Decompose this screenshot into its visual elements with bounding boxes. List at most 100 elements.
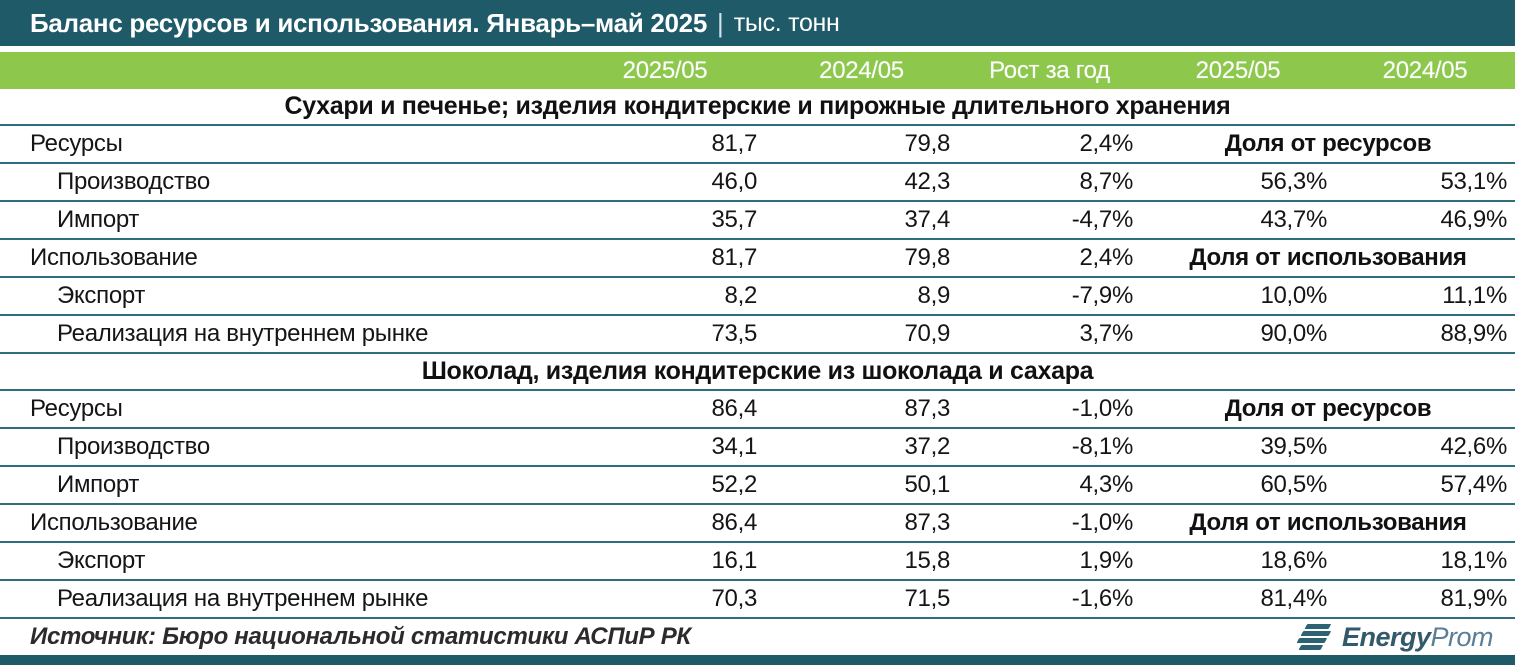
value-cell: 39,5%	[1260, 433, 1327, 460]
value-cell: 79,8	[904, 244, 950, 271]
value-cell: 37,4	[904, 206, 950, 233]
value-cell: 87,3	[904, 509, 950, 536]
value-cell: 8,7%	[1079, 168, 1133, 195]
value-cell: -1,0%	[1071, 509, 1134, 536]
value-cell: 87,3	[904, 395, 950, 422]
row-label: Импорт	[57, 471, 140, 498]
value-cell: 34,1	[711, 433, 757, 460]
value-cell: 37,2	[904, 433, 950, 460]
row-label: Экспорт	[57, 282, 146, 309]
row-label: Ресурсы	[30, 395, 123, 422]
value-cell: 81,7	[711, 130, 757, 157]
value-cell: -4,7%	[1071, 206, 1134, 233]
bottom-accent-bar	[0, 655, 1515, 665]
value-cell: 1,9%	[1079, 547, 1133, 574]
table-row: Ресурсы 86,4 87,3 -1,0% Доля от ресурсов	[0, 391, 1515, 429]
value-cell: 43,7%	[1260, 206, 1327, 233]
title-bar: Баланс ресурсов и использования. Январь–…	[0, 0, 1515, 46]
row-label: Использование	[30, 509, 198, 536]
value-cell: 46,0	[711, 168, 757, 195]
table-row: Реализация на внутреннем рынке 70,3 71,5 -1…	[0, 581, 1515, 619]
column-header-share-2025-05: 2025/05	[1195, 56, 1281, 84]
value-cell: 53,1%	[1440, 168, 1507, 195]
share-span-label: Доля от использования	[1189, 244, 1467, 271]
table-row: Использование 81,7 79,8 2,4% Доля от использ…	[0, 240, 1515, 278]
table-row: Производство 34,1 37,2 -8,1% 39,5% 42,6%	[0, 429, 1515, 467]
page-title: Баланс ресурсов и использования. Январь–…	[30, 7, 707, 38]
value-cell: 18,1%	[1440, 547, 1507, 574]
value-cell: 52,2	[711, 471, 757, 498]
column-header-share-2024-05: 2024/05	[1382, 56, 1468, 84]
value-cell: 2,4%	[1079, 130, 1133, 157]
energyprom-logo-icon	[1294, 623, 1334, 651]
value-cell: 81,4%	[1260, 585, 1327, 612]
value-cell: 2,4%	[1079, 244, 1133, 271]
row-label: Производство	[57, 168, 210, 195]
value-cell: 86,4	[711, 395, 757, 422]
value-cell: 73,5	[711, 320, 757, 347]
table-row: Импорт 35,7 37,4 -4,7% 43,7% 46,9%	[0, 202, 1515, 240]
row-label: Экспорт	[57, 547, 146, 574]
value-cell: 35,7	[711, 206, 757, 233]
column-header-2025-05: 2025/05	[622, 56, 708, 84]
value-cell: -7,9%	[1071, 282, 1134, 309]
value-cell: 11,1%	[1442, 282, 1507, 309]
section-title: Шоколад, изделия кондитерские из шоколад…	[0, 354, 1515, 391]
table-row: Производство 46,0 42,3 8,7% 56,3% 53,1%	[0, 164, 1515, 202]
footer: Источник: Бюро национальной статистики А…	[0, 619, 1515, 655]
row-label: Производство	[57, 433, 210, 460]
table-row: Импорт 52,2 50,1 4,3% 60,5% 57,4%	[0, 467, 1515, 505]
value-cell: 18,6%	[1260, 547, 1327, 574]
value-cell: 81,9%	[1440, 585, 1507, 612]
value-cell: 60,5%	[1260, 471, 1327, 498]
value-cell: 71,5	[904, 585, 950, 612]
value-cell: 3,7%	[1079, 320, 1133, 347]
value-cell: -8,1%	[1071, 433, 1134, 460]
table-body: Сухари и печенье; изделия кондитерские и…	[0, 89, 1515, 619]
column-header-growth: Рост за год	[989, 56, 1110, 84]
logo-text-light: Prom	[1430, 621, 1493, 652]
title-separator: |	[717, 7, 724, 38]
row-label: Импорт	[57, 206, 140, 233]
table-row: Использование 86,4 87,3 -1,0% Доля от исполь…	[0, 505, 1515, 543]
value-cell: 50,1	[904, 471, 950, 498]
value-cell: -1,6%	[1071, 585, 1134, 612]
table-row: Ресурсы 81,7 79,8 2,4% Доля от ресурсов	[0, 126, 1515, 164]
value-cell: 8,9	[917, 282, 951, 309]
source-note: Источник: Бюро национальной статистики А…	[30, 623, 691, 650]
value-cell: 57,4%	[1440, 471, 1507, 498]
value-cell: 70,3	[711, 585, 757, 612]
title-unit: тыс. тонн	[733, 8, 840, 37]
value-cell: 42,6%	[1440, 433, 1507, 460]
logo-text-bold: Energy	[1341, 621, 1431, 652]
row-label: Реализация на внутреннем рынке	[57, 320, 429, 347]
row-label: Использование	[30, 244, 198, 271]
value-cell: 46,9%	[1440, 206, 1507, 233]
row-label: Реализация на внутреннем рынке	[57, 585, 429, 612]
share-span-label: Доля от использования	[1189, 509, 1467, 536]
value-cell: 15,8	[904, 547, 950, 574]
share-span-label: Доля от ресурсов	[1224, 130, 1432, 157]
column-header-2024-05: 2024/05	[819, 56, 904, 84]
row-label: Ресурсы	[30, 130, 123, 157]
value-cell: 8,2	[724, 282, 758, 309]
value-cell: 70,9	[904, 320, 950, 347]
table-row: Реализация на внутреннем рынке 73,5 70,9 3,…	[0, 316, 1515, 354]
energyprom-logo: EnergyProm	[1294, 622, 1493, 653]
value-cell: 81,7	[711, 244, 757, 271]
table-row: Экспорт 8,2 8,9 -7,9% 10,0% 11,1%	[0, 278, 1515, 316]
value-cell: 56,3%	[1260, 168, 1327, 195]
spacer	[0, 46, 1515, 52]
table-row: Экспорт 16,1 15,8 1,9% 18,6% 18,1%	[0, 543, 1515, 581]
value-cell: 4,3%	[1079, 471, 1133, 498]
value-cell: -1,0%	[1071, 395, 1134, 422]
value-cell: 42,3	[904, 168, 950, 195]
value-cell: 90,0%	[1260, 320, 1327, 347]
column-header-row: 2025/05 2024/05 Рост за год 2025/05 2024…	[0, 52, 1515, 89]
value-cell: 10,0%	[1260, 282, 1327, 309]
section-title: Сухари и печенье; изделия кондитерские и…	[0, 89, 1515, 126]
value-cell: 16,1	[711, 547, 757, 574]
value-cell: 86,4	[711, 509, 757, 536]
value-cell: 79,8	[904, 130, 950, 157]
